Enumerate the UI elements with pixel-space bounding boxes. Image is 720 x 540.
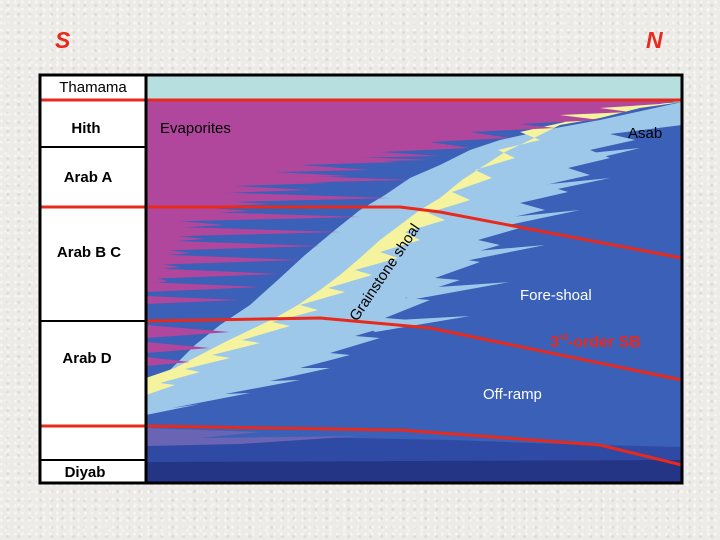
shoal-interfingering xyxy=(360,148,640,332)
formation-label-hith: Hith xyxy=(71,120,100,137)
north-direction-label: N xyxy=(646,27,663,53)
diyab-basal-layer xyxy=(146,460,682,483)
formation-label-diyab: Diyab xyxy=(65,464,106,481)
evaporite-tongues xyxy=(146,148,430,366)
formation-label-arab-bc: Arab B C xyxy=(57,244,121,261)
south-direction-label: S xyxy=(55,27,71,53)
basal-purple-tongue xyxy=(146,428,360,446)
formation-label-arab-a: Arab A xyxy=(64,169,113,186)
evaporites-facies xyxy=(146,100,682,290)
yellow-sabkha-facies xyxy=(146,82,682,395)
sb-label-prefix: 3 xyxy=(550,334,559,351)
sequence-boundary-label: 3rd-order SB xyxy=(550,332,641,351)
formation-column xyxy=(40,75,146,483)
sb-label-superscript: rd xyxy=(559,332,568,342)
facies-label-evaporites: Evaporites xyxy=(160,120,231,137)
facies-label-off-ramp: Off-ramp xyxy=(483,386,542,403)
sb-label-suffix: -order SB xyxy=(568,334,641,351)
diagram-frame xyxy=(38,73,684,485)
arab-bc-sequence-boundary xyxy=(145,316,683,382)
sequence-boundaries xyxy=(145,98,683,467)
facies-label-asab: Asab xyxy=(628,125,662,142)
formation-label-thamama: Thamama xyxy=(59,79,127,96)
facies-label-fore-shoal: Fore-shoal xyxy=(520,287,592,304)
formation-label-arab-d: Arab D xyxy=(62,350,111,367)
arab-a-sequence-boundary xyxy=(146,205,683,260)
thamama-layer xyxy=(146,75,682,100)
formation-column-background xyxy=(40,75,146,483)
arab-d-sequence-boundary xyxy=(145,424,683,467)
